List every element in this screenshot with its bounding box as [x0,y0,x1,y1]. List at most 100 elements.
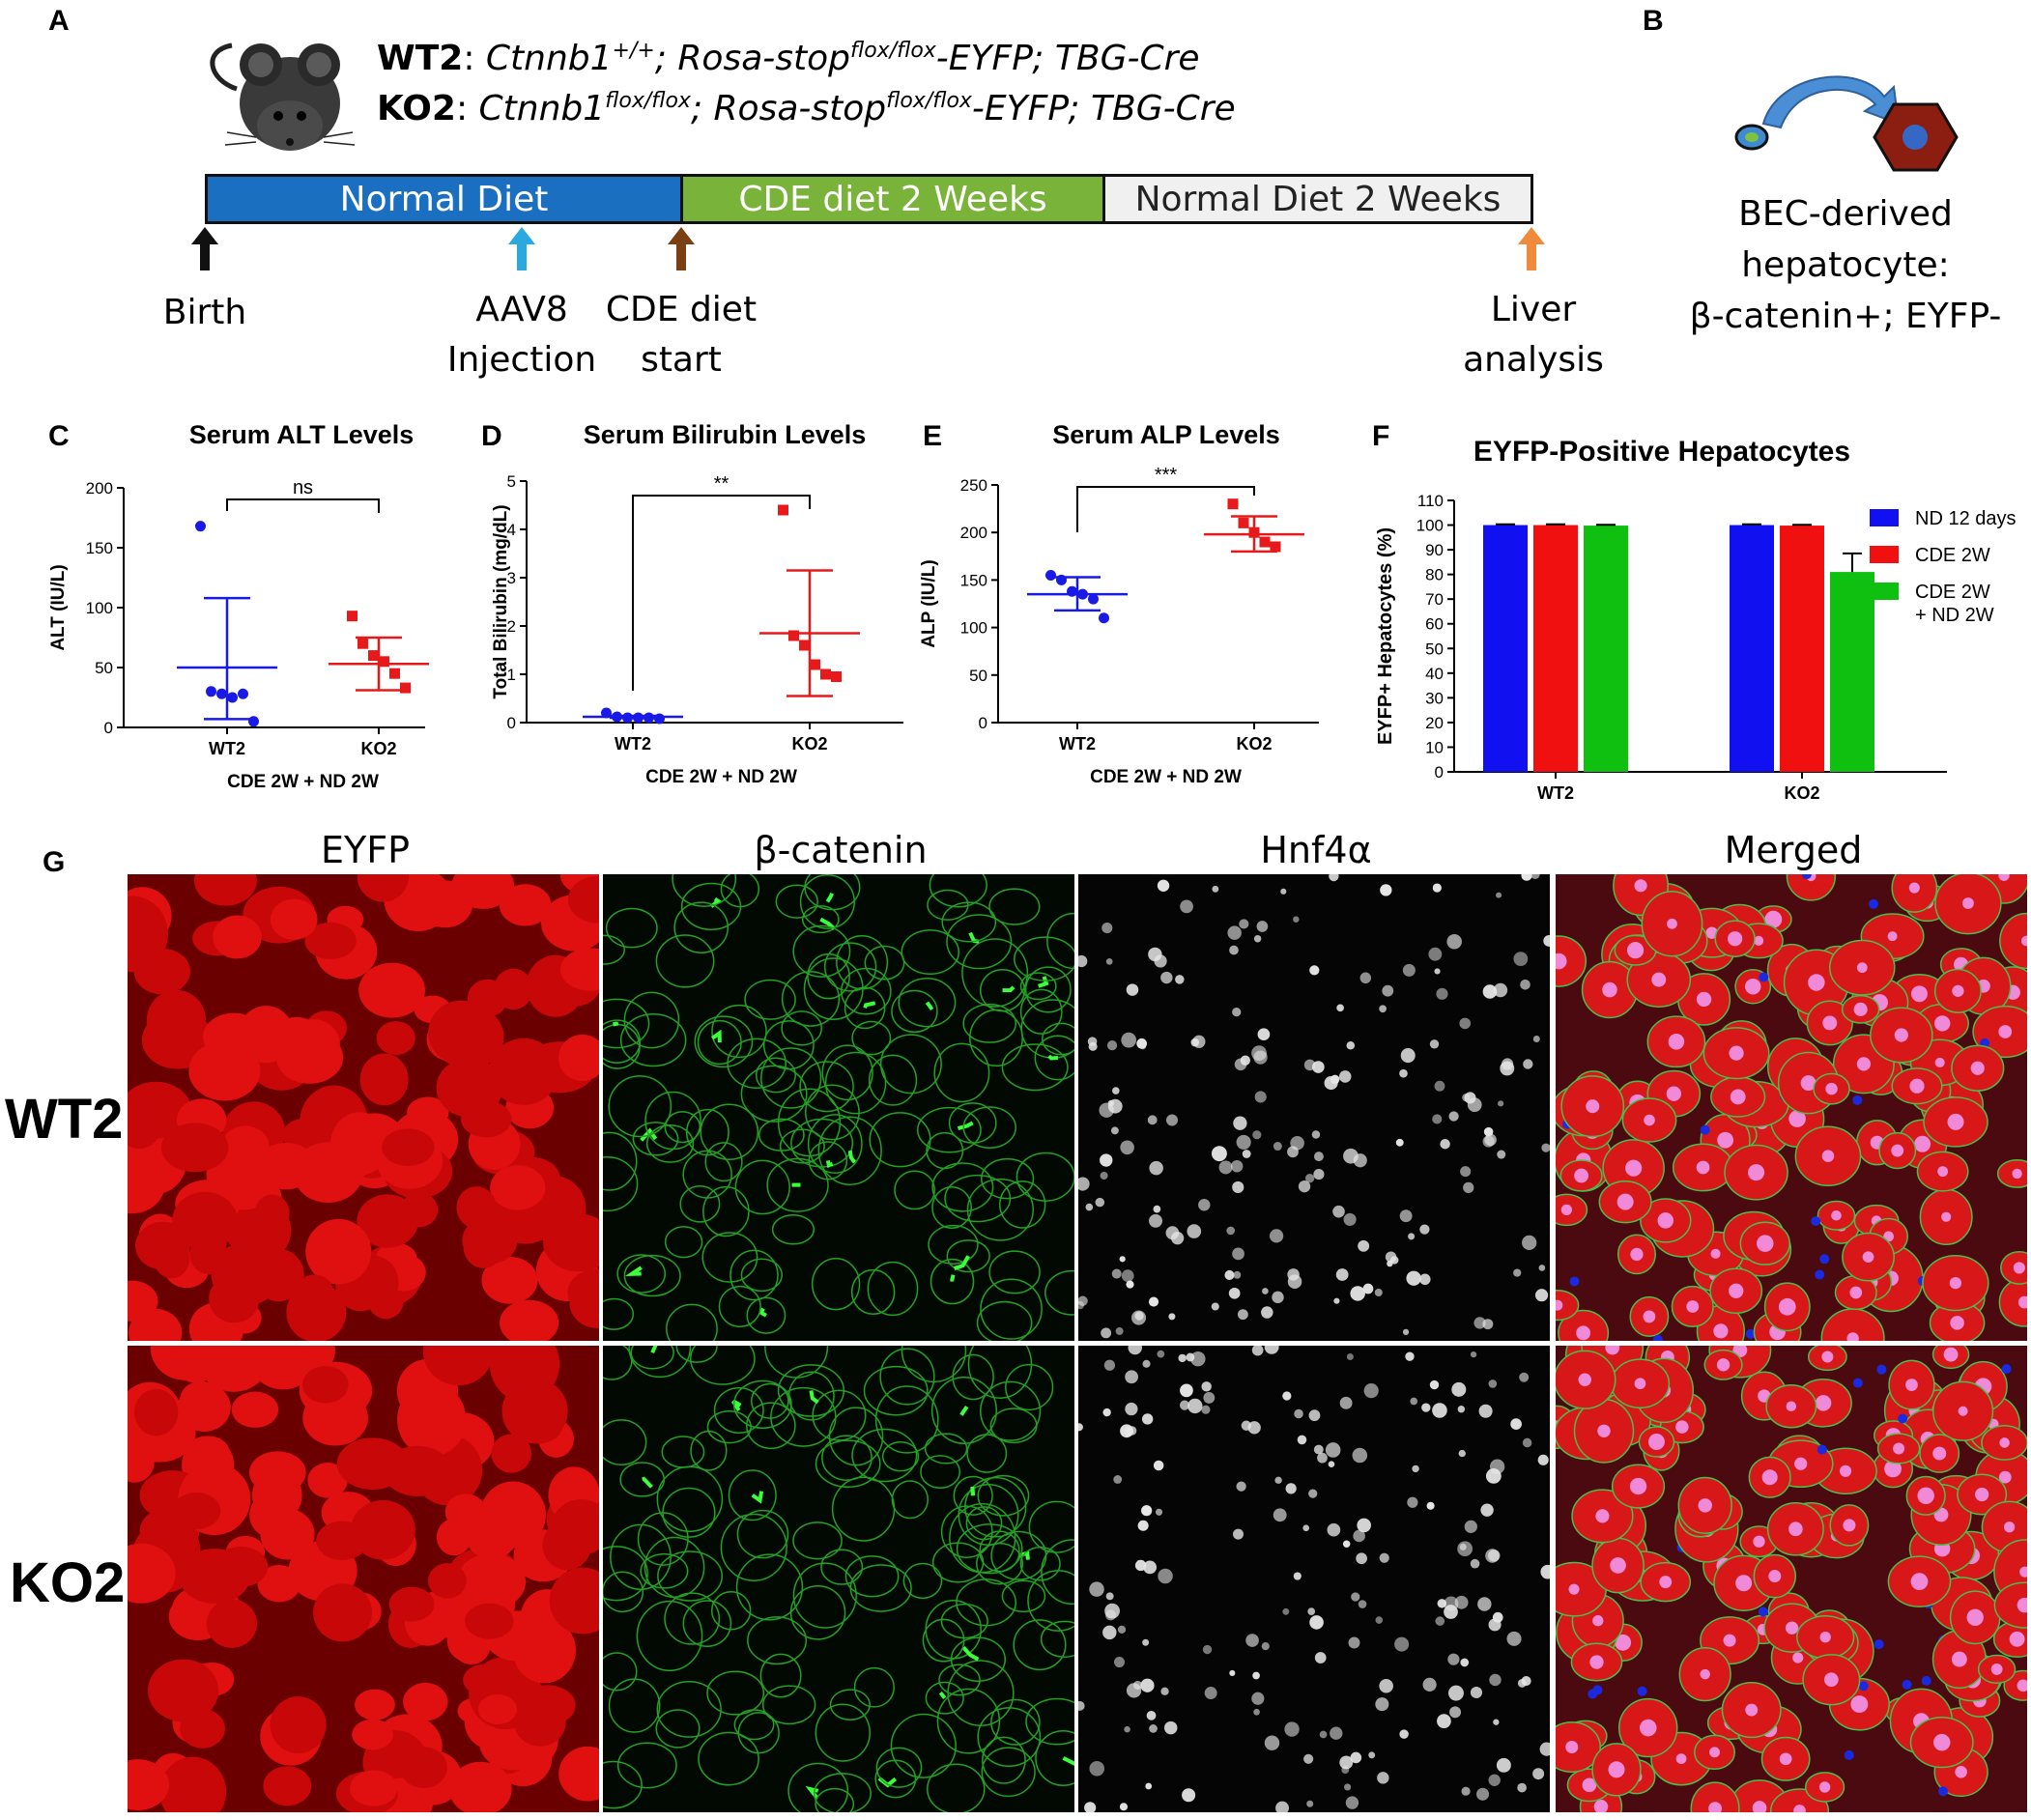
cell-membrane [759,1653,802,1698]
nucleus [1125,1370,1138,1384]
nucleus [1522,1437,1532,1448]
nucleus [1168,1313,1176,1321]
cell [179,1549,251,1604]
nucleus [1843,1519,1856,1532]
nucleus [2017,1295,2027,1309]
cell [249,1492,296,1538]
nucleus [1157,879,1170,892]
data-point [778,504,788,516]
cell [253,1248,304,1302]
nucleus [1121,1269,1134,1282]
nucleus [1105,958,1113,965]
event-aav8-injection: AAV8 Injection [446,290,597,380]
nucleus [1937,1166,1949,1178]
nucleus [1745,1703,1759,1717]
bile-duct [961,1646,980,1662]
mouse-icon [210,43,356,151]
cell-membrane [1019,988,1063,1035]
nucleus [1317,1452,1328,1464]
nucleus [1437,1599,1447,1608]
cell-membrane [946,914,1013,970]
nucleus [1451,1381,1467,1397]
nucleus [1470,1351,1477,1358]
bec-nucleus [1876,1364,1887,1375]
cell-membrane [701,1232,758,1283]
nucleus [1089,1761,1105,1777]
nucleus [1698,1498,1712,1513]
legend-label: + ND 2W [1915,605,1994,626]
nucleus [1461,1786,1471,1796]
nucleus [1379,1005,1387,1013]
cell [160,1123,229,1173]
cell-membrane [1041,1539,1074,1606]
nucleus [1454,1595,1469,1609]
cell [307,1463,348,1498]
nucleus [1264,1735,1280,1750]
cell-membrane [775,884,818,919]
cell-membrane [706,1409,752,1444]
data-point [810,659,820,670]
cell [388,1586,435,1622]
cell [481,1256,538,1304]
cell-membrane [988,1250,1041,1294]
nucleus [1667,918,1677,929]
cell [1556,935,1588,987]
cell-membrane [894,1170,935,1210]
nucleus [1252,1671,1260,1680]
nucleus [1729,1283,1744,1298]
nucleus [1374,1288,1383,1296]
nucleus [1211,1302,1219,1311]
cell [559,948,599,991]
nucleus [1793,1805,1806,1812]
cell [350,1770,398,1806]
bec-nucleus [1816,1444,1827,1455]
cell-membrane [901,1346,967,1383]
cell-membrane [720,1513,787,1581]
nucleus [1410,1397,1418,1406]
cell-membrane [821,1044,873,1101]
cell-membrane [706,1670,765,1716]
nucleus [1232,1180,1244,1194]
cell-membrane [616,1742,677,1789]
cell-membrane [645,1124,695,1163]
nucleus [1975,1487,1989,1502]
nucleus [1149,1213,1162,1228]
nucleus [1794,1457,1808,1470]
cell-membrane [849,1564,912,1612]
nucleus [1395,1138,1404,1147]
cell-membrane [1025,1697,1074,1746]
nucleus [1496,1757,1511,1773]
x-tick-label: WT2 [1059,734,1096,754]
nucleus [1261,1642,1270,1651]
cell [1993,1581,2027,1629]
cell-membrane [999,1180,1046,1229]
nucleus [1480,1503,1494,1517]
nucleus [1357,1518,1371,1533]
cell-membrane [664,1592,721,1645]
nucleus [1078,1177,1090,1191]
nucleus [1723,1634,1736,1647]
cell [296,1274,333,1308]
nucleus [1457,1406,1466,1413]
bec-hepatocyte-label: BEC-derived hepatocyte: β-catenin+; EYFP… [1689,194,2002,336]
data-point [389,668,400,679]
nucleus [1084,1802,1097,1812]
x-axis-label: CDE 2W + ND 2W [645,767,797,787]
cell [128,1543,176,1604]
nucleus [1251,1692,1265,1705]
data-point [1088,593,1099,605]
nucleus [1179,1400,1190,1410]
bar [1533,525,1578,772]
timeline-segment-cde-diet: CDE diet 2 Weeks [683,177,1105,221]
cell-membrane [967,1346,1033,1399]
nucleus [1399,1068,1408,1078]
nucleus [1492,1611,1503,1623]
bile-duct [1002,985,1016,993]
genotype-ko2: KO2: Ctnnb1flox/flox; Rosa-stopflox/flox… [377,89,1236,128]
nucleus [1502,1058,1514,1070]
nucleus [1710,1248,1721,1259]
y-tick-label: 100 [960,619,987,638]
cell [305,1218,372,1285]
nucleus [1519,1372,1530,1382]
cell-membrane [1001,1579,1046,1613]
